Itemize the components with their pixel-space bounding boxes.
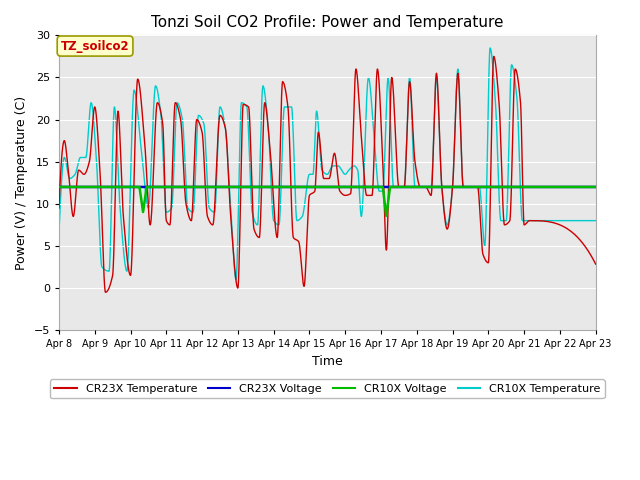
CR10X Voltage [284,184,292,190]
CR23X Temperature [261,100,269,106]
CR23X Voltage [592,184,600,190]
CR10X Voltage [524,184,531,190]
CR23X Voltage [116,184,124,190]
Y-axis label: Power (V) / Temperature (C): Power (V) / Temperature (C) [15,96,28,270]
CR23X Voltage [284,184,292,190]
CR23X Temperature [102,289,109,295]
Title: Tonzi Soil CO2 Profile: Power and Temperature: Tonzi Soil CO2 Profile: Power and Temper… [151,15,504,30]
Line: CR23X Temperature: CR23X Temperature [59,57,596,292]
CR10X Temperature [524,218,531,224]
CR10X Temperature [148,143,156,149]
CR23X Temperature [148,199,156,204]
CR10X Voltage [116,184,124,190]
X-axis label: Time: Time [312,355,342,368]
Text: TZ_soilco2: TZ_soilco2 [61,39,129,52]
CR23X Temperature [55,205,63,211]
CR23X Temperature [582,244,589,250]
CR10X Temperature [116,206,124,212]
Line: CR10X Voltage: CR10X Voltage [59,187,596,216]
CR23X Voltage [524,184,531,190]
CR10X Temperature [55,230,63,236]
CR10X Voltage [55,184,63,190]
CR10X Temperature [261,91,269,97]
CR10X Temperature [592,218,600,224]
CR23X Voltage [55,184,63,190]
CR23X Voltage [261,184,269,190]
CR23X Temperature [490,54,497,60]
Line: CR10X Temperature: CR10X Temperature [59,48,596,279]
CR10X Temperature [486,45,494,51]
Legend: CR23X Temperature, CR23X Voltage, CR10X Voltage, CR10X Temperature: CR23X Temperature, CR23X Voltage, CR10X … [50,379,605,398]
CR10X Voltage [582,184,589,190]
CR10X Temperature [232,276,240,282]
CR10X Voltage [592,184,600,190]
CR10X Temperature [582,218,589,224]
CR10X Voltage [261,184,269,190]
CR10X Voltage [383,213,390,219]
CR10X Voltage [148,184,156,190]
CR23X Temperature [592,261,600,267]
CR23X Voltage [148,184,156,190]
CR23X Temperature [116,144,124,150]
CR23X Temperature [524,219,531,225]
CR23X Temperature [284,107,292,112]
CR23X Voltage [581,184,589,190]
CR10X Temperature [284,104,292,110]
